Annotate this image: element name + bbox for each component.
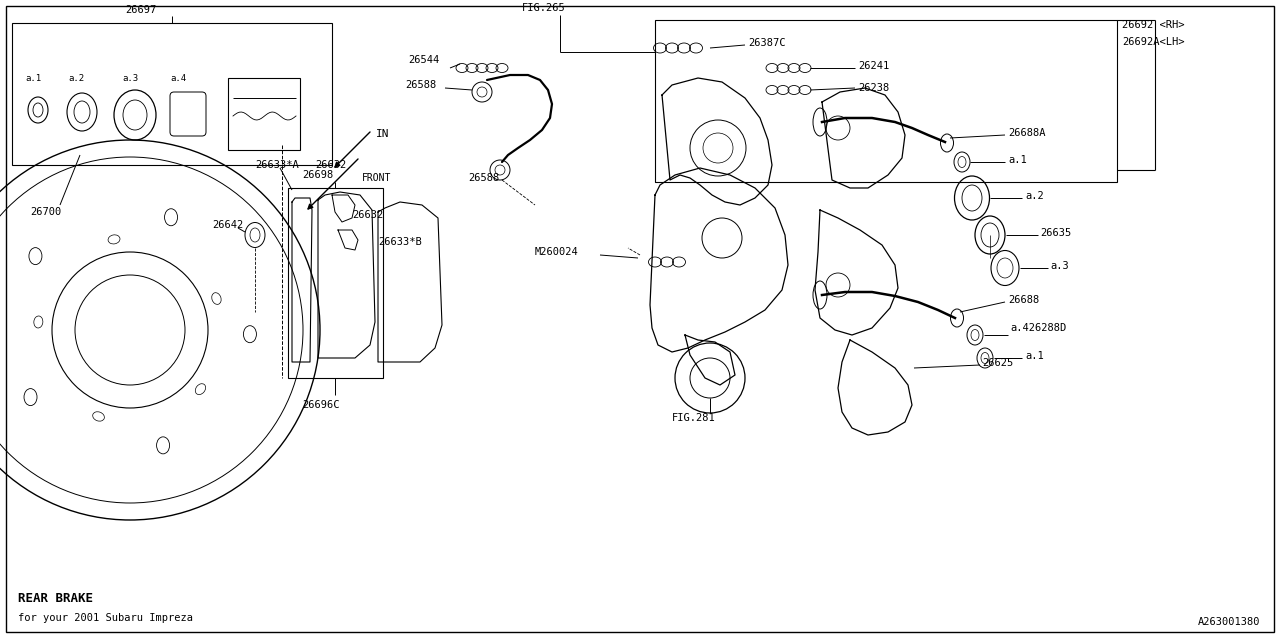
Text: 26688A: 26688A <box>1009 128 1046 138</box>
Text: 26633*A: 26633*A <box>255 160 298 170</box>
Text: 26544: 26544 <box>408 55 439 65</box>
Text: 26696C: 26696C <box>302 400 339 410</box>
Text: 26635: 26635 <box>1039 228 1071 238</box>
Text: FIG.281: FIG.281 <box>672 413 716 423</box>
Text: a.3: a.3 <box>122 74 138 83</box>
Text: a.2: a.2 <box>1025 191 1043 201</box>
Text: M260024: M260024 <box>535 247 579 257</box>
Text: 26697: 26697 <box>125 5 156 15</box>
Text: a.1: a.1 <box>24 74 41 83</box>
Text: 26632: 26632 <box>352 210 383 220</box>
Text: a.2: a.2 <box>68 74 84 83</box>
Bar <box>655 20 1117 182</box>
Text: A263001380: A263001380 <box>1198 617 1260 627</box>
Text: 26700: 26700 <box>29 207 61 217</box>
Text: 26692 <RH>: 26692 <RH> <box>1123 20 1184 30</box>
Text: IN: IN <box>376 129 389 139</box>
Bar <box>12 23 332 165</box>
Text: for your 2001 Subaru Impreza: for your 2001 Subaru Impreza <box>18 613 193 623</box>
Text: 26241: 26241 <box>858 61 890 71</box>
Bar <box>228 78 300 150</box>
Text: 26588: 26588 <box>404 80 436 90</box>
Text: 26588: 26588 <box>468 173 499 183</box>
Text: 26625: 26625 <box>982 358 1014 368</box>
Text: 26688: 26688 <box>1009 295 1039 305</box>
Text: a.426288D: a.426288D <box>1010 323 1066 333</box>
Text: a.1: a.1 <box>1009 155 1027 165</box>
Bar <box>288 188 383 378</box>
Text: FIG.265: FIG.265 <box>522 3 566 13</box>
Text: 26698: 26698 <box>302 170 333 180</box>
Text: 26692A<LH>: 26692A<LH> <box>1123 37 1184 47</box>
Text: 26238: 26238 <box>858 83 890 93</box>
Text: a.3: a.3 <box>1050 261 1069 271</box>
Text: 26633*B: 26633*B <box>378 237 421 247</box>
Text: 26642: 26642 <box>212 220 243 230</box>
Text: 26387C: 26387C <box>748 38 786 48</box>
Text: 26632: 26632 <box>315 160 347 170</box>
Text: REAR BRAKE: REAR BRAKE <box>18 591 93 605</box>
Text: a.1: a.1 <box>1025 351 1043 361</box>
Text: FRONT: FRONT <box>362 173 392 183</box>
Text: a.4: a.4 <box>170 74 186 83</box>
